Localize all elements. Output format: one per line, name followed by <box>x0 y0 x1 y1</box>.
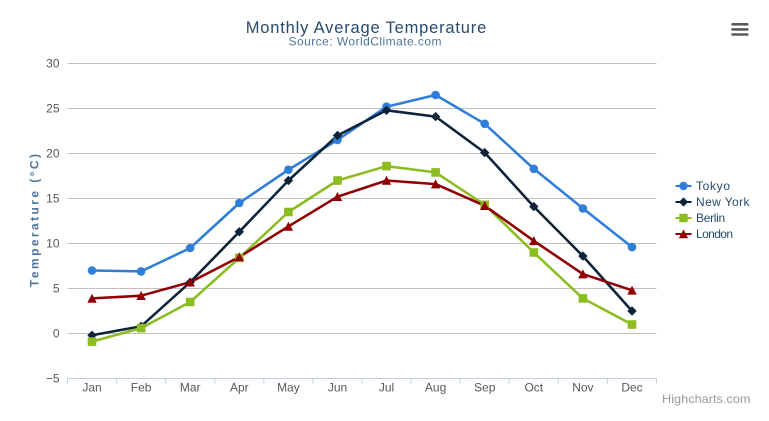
svg-text:0: 0 <box>53 327 60 341</box>
svg-text:Temperature (°C): Temperature (°C) <box>28 154 42 287</box>
svg-text:Tokyo: Tokyo <box>696 179 730 193</box>
svg-text:Nov: Nov <box>572 381 593 395</box>
svg-text:−5: −5 <box>46 372 60 386</box>
svg-text:15: 15 <box>46 192 60 206</box>
svg-text:May: May <box>277 381 300 395</box>
svg-text:Source: WorldClimate.com: Source: WorldClimate.com <box>289 35 442 49</box>
svg-text:Mar: Mar <box>180 381 201 395</box>
svg-text:Jun: Jun <box>328 381 347 395</box>
svg-text:Jul: Jul <box>379 381 394 395</box>
svg-text:Oct: Oct <box>524 381 543 395</box>
svg-text:Feb: Feb <box>131 381 152 395</box>
svg-text:5: 5 <box>53 282 60 296</box>
svg-text:New York: New York <box>696 195 751 209</box>
svg-text:Aug: Aug <box>425 381 446 395</box>
svg-text:Highcharts.com: Highcharts.com <box>662 392 751 406</box>
svg-text:Apr: Apr <box>230 381 249 395</box>
svg-text:Berlin: Berlin <box>696 211 725 225</box>
svg-text:30: 30 <box>46 57 60 71</box>
svg-text:10: 10 <box>46 237 60 251</box>
svg-text:Monthly Average Temperature: Monthly Average Temperature <box>246 19 487 37</box>
svg-text:Dec: Dec <box>621 381 642 395</box>
svg-text:Jan: Jan <box>82 381 101 395</box>
svg-text:25: 25 <box>46 102 60 116</box>
svg-text:20: 20 <box>46 147 60 161</box>
svg-text:London: London <box>696 227 733 241</box>
svg-text:Sep: Sep <box>474 381 496 395</box>
